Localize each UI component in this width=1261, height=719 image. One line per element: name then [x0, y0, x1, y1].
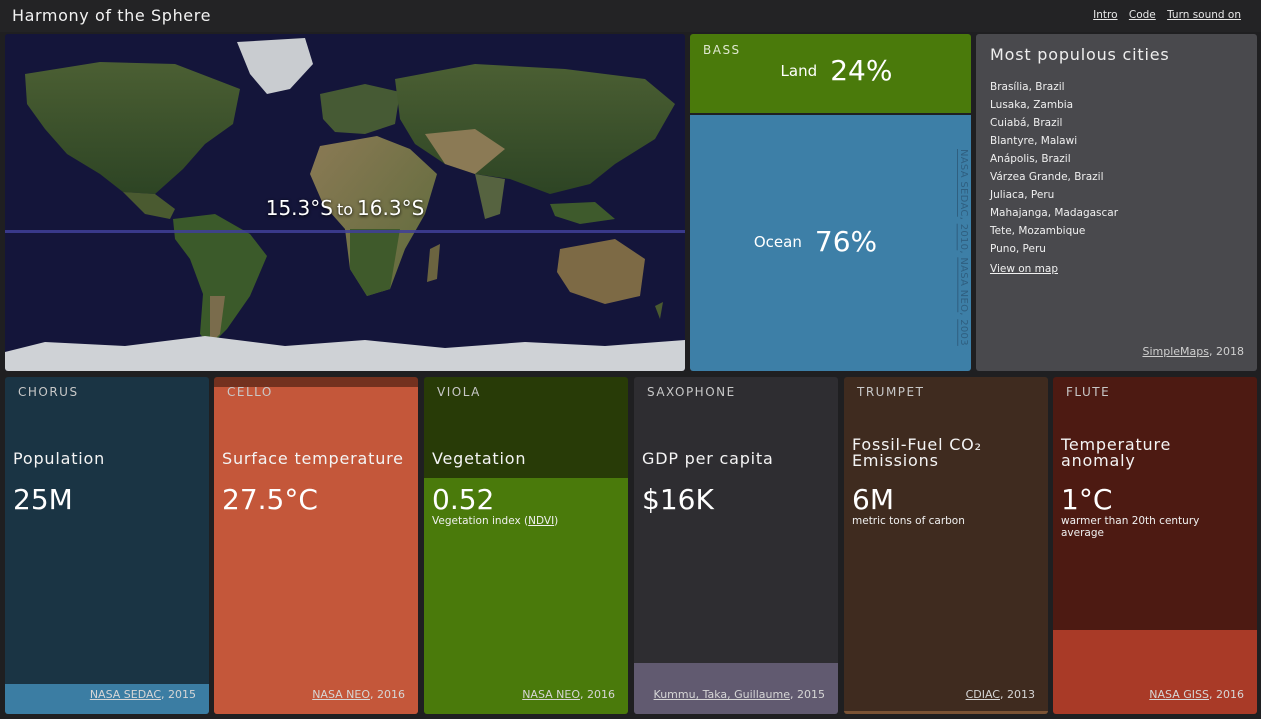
world-map-graphic [5, 34, 685, 371]
vegetation-subtitle-close: ) [554, 515, 559, 527]
instrument-label-bass: BASS [703, 43, 741, 57]
flute-credit: NASA GISS, 2016 [1149, 688, 1244, 701]
bass-credit-source-2[interactable]: NASA NEO [958, 257, 969, 313]
chorus-credit-year: 2015 [168, 688, 196, 701]
city-item: Juliaca, Peru [990, 189, 1055, 201]
top-bar: Harmony of the Sphere Intro Code Turn so… [0, 0, 1261, 32]
trumpet-panel: TRUMPET Fossil-Fuel CO₂ Emissions 6M met… [844, 377, 1048, 714]
city-item: Brasília, Brazil [990, 81, 1065, 93]
city-item: Tete, Mozambique [990, 225, 1086, 237]
population-value: 25M [13, 483, 73, 516]
chorus-credit: NASA SEDAC, 2015 [89, 688, 196, 701]
latitude-from: 15.3°S [265, 196, 333, 220]
vegetation-subtitle: Vegetation index (NDVI) [432, 515, 612, 527]
trumpet-credit-year: 2013 [1007, 688, 1035, 701]
cities-credit: SimpleMaps, 2018 [1142, 345, 1244, 358]
cello-credit-year: 2016 [377, 688, 405, 701]
temperature-anomaly-value: 1°C [1061, 483, 1113, 516]
viola-credit-source[interactable]: NASA NEO [522, 688, 580, 701]
ndvi-link[interactable]: NDVI [528, 515, 555, 527]
bass-ocean-panel: Ocean 76% NASA SEDAC, 2010, NASA NEO, 20… [690, 115, 971, 371]
latitude-to: 16.3°S [357, 196, 425, 220]
instrument-label-saxophone: SAXOPHONE [647, 385, 736, 399]
viola-credit: NASA NEO, 2016 [522, 688, 615, 701]
saxophone-panel: SAXOPHONE GDP per capita $16K Kummu, Tak… [634, 377, 838, 714]
intro-link[interactable]: Intro [1093, 9, 1118, 21]
chorus-credit-source[interactable]: NASA SEDAC [89, 688, 161, 701]
trumpet-credit: CDIAC, 2013 [965, 688, 1035, 701]
city-item: Várzea Grande, Brazil [990, 171, 1104, 183]
vegetation-title: Vegetation [432, 449, 527, 468]
cello-credit-source[interactable]: NASA NEO [312, 688, 370, 701]
bass-credit-year-2: 2003 [958, 319, 969, 346]
bass-land-panel: BASS Land 24% [690, 34, 971, 113]
cello-panel: CELLO Surface temperature 27.5°C NASA NE… [214, 377, 418, 714]
viola-level-fill [424, 478, 628, 714]
trumpet-credit-source[interactable]: CDIAC [965, 688, 1000, 701]
instrument-label-chorus: CHORUS [18, 385, 79, 399]
gdp-value: $16K [642, 483, 714, 516]
vegetation-value: 0.52 [432, 483, 495, 516]
header-nav: Intro Code Turn sound on [1085, 9, 1241, 21]
cello-level-fill [214, 387, 418, 714]
temperature-anomaly-subtitle: warmer than 20th century average [1061, 515, 1200, 539]
cello-credit: NASA NEO, 2016 [312, 688, 405, 701]
cities-credit-year: 2018 [1216, 345, 1244, 358]
co2-emissions-value: 6M [852, 483, 894, 516]
co2-emissions-title: Fossil-Fuel CO₂ Emissions [852, 435, 982, 470]
land-percentage: 24% [830, 54, 893, 87]
flute-panel: FLUTE Temperature anomaly 1°C warmer tha… [1053, 377, 1257, 714]
surface-temperature-title: Surface temperature [222, 449, 404, 468]
surface-temperature-value: 27.5°C [222, 483, 318, 516]
land-label: Land [780, 61, 818, 80]
bass-credit-year: 2010 [958, 223, 969, 251]
latitude-range-label: 15.3°S to 16.3°S [5, 196, 685, 220]
sound-toggle-link[interactable]: Turn sound on [1167, 9, 1241, 21]
instrument-label-flute: FLUTE [1066, 385, 1111, 399]
chorus-level-fill [5, 684, 209, 714]
viola-panel: VIOLA Vegetation 0.52 Vegetation index (… [424, 377, 628, 714]
saxophone-level-fill [634, 663, 838, 714]
cities-credit-source[interactable]: SimpleMaps [1142, 345, 1209, 358]
gdp-title: GDP per capita [642, 449, 774, 468]
flute-level-fill [1053, 630, 1257, 714]
city-item: Cuiabá, Brazil [990, 117, 1063, 129]
flute-credit-source[interactable]: NASA GISS [1149, 688, 1209, 701]
viola-credit-year: 2016 [587, 688, 615, 701]
view-on-map-link[interactable]: View on map [990, 263, 1058, 275]
chorus-panel: CHORUS Population 25M NASA SEDAC, 2015 [5, 377, 209, 714]
cities-title: Most populous cities [990, 45, 1170, 64]
flute-credit-year: 2016 [1216, 688, 1244, 701]
bass-credit: NASA SEDAC, 2010, NASA NEO, 2003 [958, 149, 969, 346]
saxophone-credit-source[interactable]: Kummu, Taka, Guillaume [653, 688, 790, 701]
instrument-label-viola: VIOLA [437, 385, 481, 399]
temperature-anomaly-title: Temperature anomaly [1061, 435, 1172, 470]
city-item: Anápolis, Brazil [990, 153, 1071, 165]
instrument-label-cello: CELLO [227, 385, 273, 399]
city-list: Brasília, Brazil Lusaka, Zambia Cuiabá, … [990, 78, 1118, 258]
ocean-label: Ocean [753, 232, 802, 251]
world-map[interactable]: 15.3°S to 16.3°S [5, 34, 685, 371]
bass-credit-source[interactable]: NASA SEDAC [958, 149, 969, 217]
cities-panel: Most populous cities Brasília, Brazil Lu… [976, 34, 1257, 371]
ocean-share: Ocean 76% [690, 225, 956, 258]
app-title: Harmony of the Sphere [12, 6, 212, 25]
code-link[interactable]: Code [1128, 9, 1156, 21]
saxophone-credit: Kummu, Taka, Guillaume, 2015 [653, 688, 825, 701]
city-item: Mahajanga, Madagascar [990, 207, 1119, 219]
land-share: Land 24% [696, 54, 971, 87]
city-item: Puno, Peru [990, 243, 1046, 255]
ocean-percentage: 76% [814, 225, 878, 258]
population-title: Population [13, 449, 106, 468]
instrument-label-trumpet: TRUMPET [857, 385, 925, 399]
co2-emissions-subtitle: metric tons of carbon [852, 515, 965, 527]
saxophone-credit-year: 2015 [797, 688, 825, 701]
city-item: Lusaka, Zambia [990, 99, 1074, 111]
vegetation-subtitle-text: Vegetation index ( [432, 515, 529, 527]
trumpet-level-fill [844, 711, 1048, 714]
city-item: Blantyre, Malawi [990, 135, 1078, 147]
latitude-to-word: to [336, 200, 354, 219]
